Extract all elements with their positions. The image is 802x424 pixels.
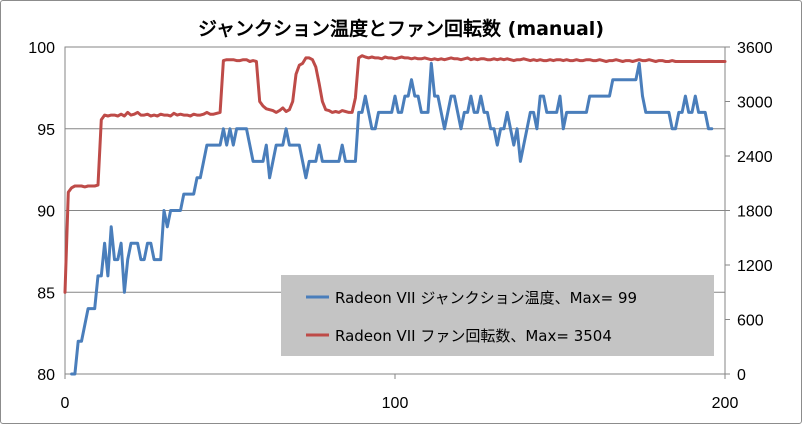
left-tick-label: 85 bbox=[37, 285, 55, 302]
legend-background bbox=[281, 275, 714, 356]
right-tick-label: 600 bbox=[737, 313, 764, 330]
right-tick-label: 3600 bbox=[737, 40, 773, 57]
series-line-temperature bbox=[70, 61, 714, 376]
right-tick-label: 1800 bbox=[737, 204, 773, 221]
legend-label-fan: Radeon VII ファン回転数、Max= 3504 bbox=[335, 327, 612, 345]
right-tick-label: 2400 bbox=[737, 149, 773, 166]
left-tick-label: 100 bbox=[28, 40, 55, 57]
right-tick-label: 1200 bbox=[737, 258, 773, 275]
right-tick-label: 3000 bbox=[737, 95, 773, 112]
series-layer bbox=[63, 54, 727, 376]
legend: Radeon VII ジャンクション温度、Max= 99 Radeon VII … bbox=[281, 275, 714, 356]
x-tick-label: 100 bbox=[382, 395, 409, 412]
legend-label-temperature: Radeon VII ジャンクション温度、Max= 99 bbox=[335, 289, 637, 307]
x-axis-ticks: 0 100 200 bbox=[61, 374, 739, 412]
chart-title: ジャンクション温度とファン回転数 (manual) bbox=[198, 17, 604, 40]
left-tick-label: 95 bbox=[37, 122, 55, 139]
series-line-fan bbox=[63, 54, 727, 294]
x-tick-label: 0 bbox=[61, 395, 70, 412]
right-axis-ticks: 0 600 1200 1800 2400 3000 3600 bbox=[725, 40, 773, 384]
right-tick-label: 0 bbox=[737, 367, 746, 384]
left-axis-ticks: 80 85 90 95 100 bbox=[28, 40, 55, 384]
x-tick-label: 200 bbox=[712, 395, 739, 412]
left-tick-label: 90 bbox=[37, 204, 55, 221]
left-tick-label: 80 bbox=[37, 367, 55, 384]
